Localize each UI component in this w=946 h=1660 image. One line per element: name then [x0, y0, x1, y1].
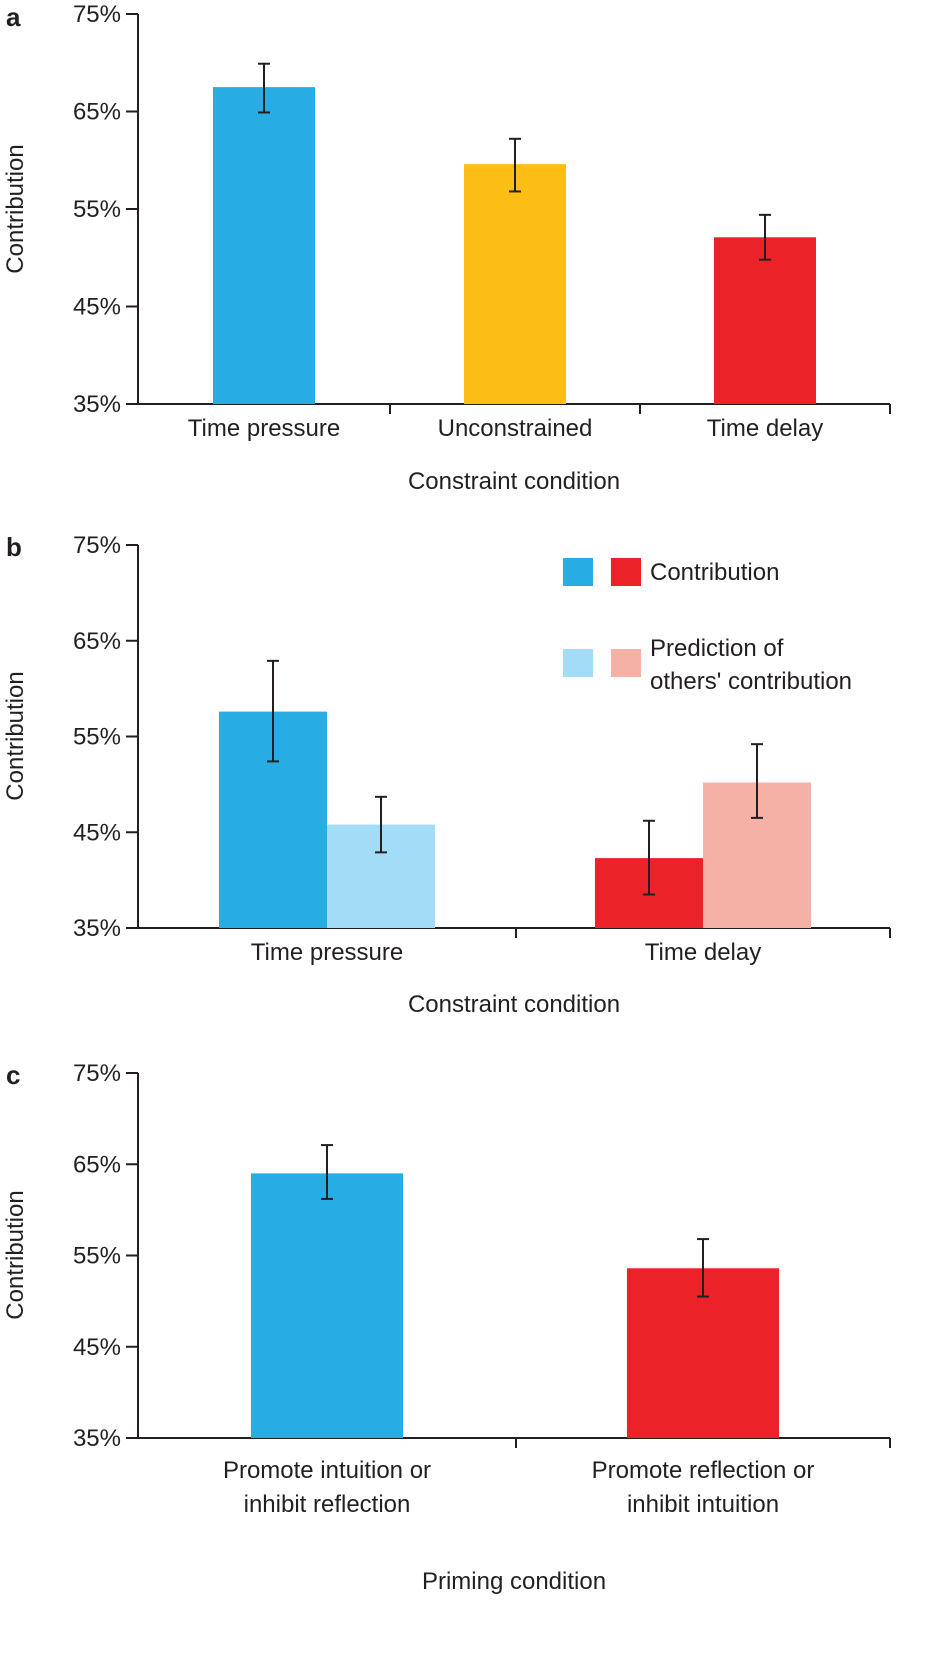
y-tick-label: 65%: [73, 99, 121, 126]
panel-b: b 35% 45% 55% 65% 75% Contribution Time pressur…: [2, 532, 891, 1018]
y-axis-label: Contribution: [2, 671, 29, 800]
legend: Contribution Prediction of others' contrib…: [563, 558, 852, 695]
y-tick-label: 45%: [73, 294, 121, 321]
y-tick-label: 65%: [73, 628, 121, 655]
panel-letter: a: [6, 2, 21, 32]
y-axis-label: Contribution: [2, 1190, 29, 1319]
y-tick-label: 35%: [73, 1425, 121, 1452]
y-tick-label: 55%: [73, 724, 121, 751]
legend-label: Contribution: [650, 559, 779, 586]
y-tick-label: 45%: [73, 1334, 121, 1361]
panel-c: c 35% 45% 55% 65% 75% Contribution Promote intu…: [2, 1060, 891, 1595]
bar-a-1-0: [464, 164, 566, 404]
y-tick-label: 55%: [73, 196, 121, 223]
category-label: Time delay: [645, 939, 761, 966]
y-tick-label: 45%: [73, 819, 121, 846]
bar-a-2-0: [714, 237, 816, 404]
panel-a: a 35% 45% 55% 65% 75% Contribution Time pressur…: [2, 1, 891, 495]
bar-c-0-0: [251, 1173, 403, 1438]
y-tick-label: 55%: [73, 1243, 121, 1270]
y-tick-label: 75%: [73, 532, 121, 559]
y-tick-label: 35%: [73, 391, 121, 418]
category-label: Promote reflection or: [592, 1457, 815, 1484]
x-axis-label: Priming condition: [422, 1568, 606, 1595]
y-tick-label: 75%: [73, 1, 121, 28]
panel-letter: c: [6, 1060, 20, 1090]
category-label: Time delay: [707, 415, 823, 442]
category-label: Unconstrained: [438, 415, 593, 442]
y-axis-label: Contribution: [2, 144, 29, 273]
y-tick-label: 75%: [73, 1060, 121, 1087]
legend-swatch: [563, 649, 593, 677]
y-tick-label: 35%: [73, 915, 121, 942]
category-label: inhibit reflection: [244, 1491, 411, 1518]
category-label: Time pressure: [251, 939, 403, 966]
category-label: inhibit intuition: [627, 1491, 779, 1518]
legend-swatch: [611, 649, 641, 677]
legend-swatch: [563, 558, 593, 586]
x-axis-label: Constraint condition: [408, 991, 620, 1018]
y-tick-label: 65%: [73, 1151, 121, 1178]
legend-swatch: [611, 558, 641, 586]
legend-label: others' contribution: [650, 668, 852, 695]
legend-label: Prediction of: [650, 635, 784, 662]
x-axis-label: Constraint condition: [408, 468, 620, 495]
category-label: Time pressure: [188, 415, 340, 442]
category-label: Promote intuition or: [223, 1457, 431, 1484]
bar-a-0-0: [213, 87, 315, 404]
panel-letter: b: [6, 532, 22, 562]
